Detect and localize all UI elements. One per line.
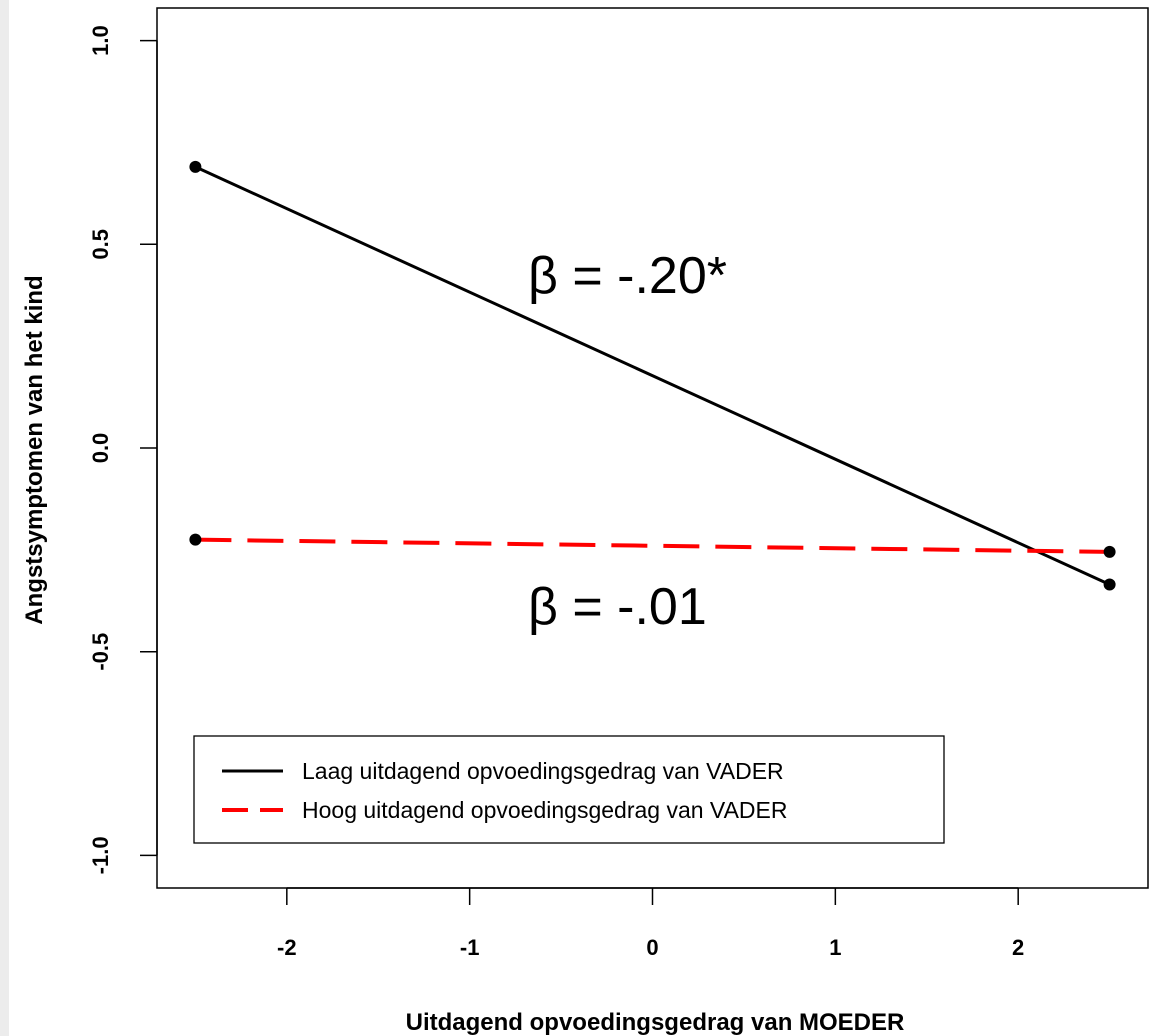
x-tick-label: 0 <box>646 935 658 960</box>
legend-label-2: Hoog uitdagend opvoedingsgedrag van VADE… <box>302 797 787 823</box>
x-tick-label: 2 <box>1012 935 1024 960</box>
beta-annotation-1: β = -.20* <box>528 247 727 305</box>
y-axis-title: Angstsymptomen van het kind <box>21 275 48 624</box>
y-tick-label: 0.5 <box>88 229 113 260</box>
y-axis: -1.0 -0.5 0.0 0.5 1.0 <box>88 25 158 874</box>
x-tick-label: -1 <box>460 935 480 960</box>
legend: Laag uitdagend opvoedingsgedrag van VADE… <box>193 735 945 844</box>
series-1-point <box>189 160 202 173</box>
series-1-point <box>1103 578 1116 591</box>
series-2-point <box>1103 545 1116 558</box>
x-axis: -2 -1 0 1 2 <box>277 887 1024 960</box>
series-layer <box>189 160 1116 591</box>
x-axis-title: Uitdagend opvoedingsgedrag van MOEDER <box>406 1009 905 1036</box>
series-line-1 <box>194 165 1111 586</box>
annotation-layer: β = -.20* β = -.01 <box>528 247 727 636</box>
x-tick-label: -2 <box>277 935 297 960</box>
series-line-2 <box>195 537 1110 554</box>
y-tick-label: 1.0 <box>88 25 113 56</box>
series-2-point <box>189 533 202 546</box>
legend-box <box>193 735 945 844</box>
y-tick-label: -0.5 <box>88 633 113 671</box>
beta-annotation-2: β = -.01 <box>528 578 707 636</box>
window-edge-strip <box>0 0 9 1036</box>
y-tick-label: 0.0 <box>88 433 113 464</box>
x-tick-label: 1 <box>829 935 841 960</box>
y-tick-label: -1.0 <box>88 836 113 874</box>
legend-label-1: Laag uitdagend opvoedingsgedrag van VADE… <box>302 758 784 784</box>
